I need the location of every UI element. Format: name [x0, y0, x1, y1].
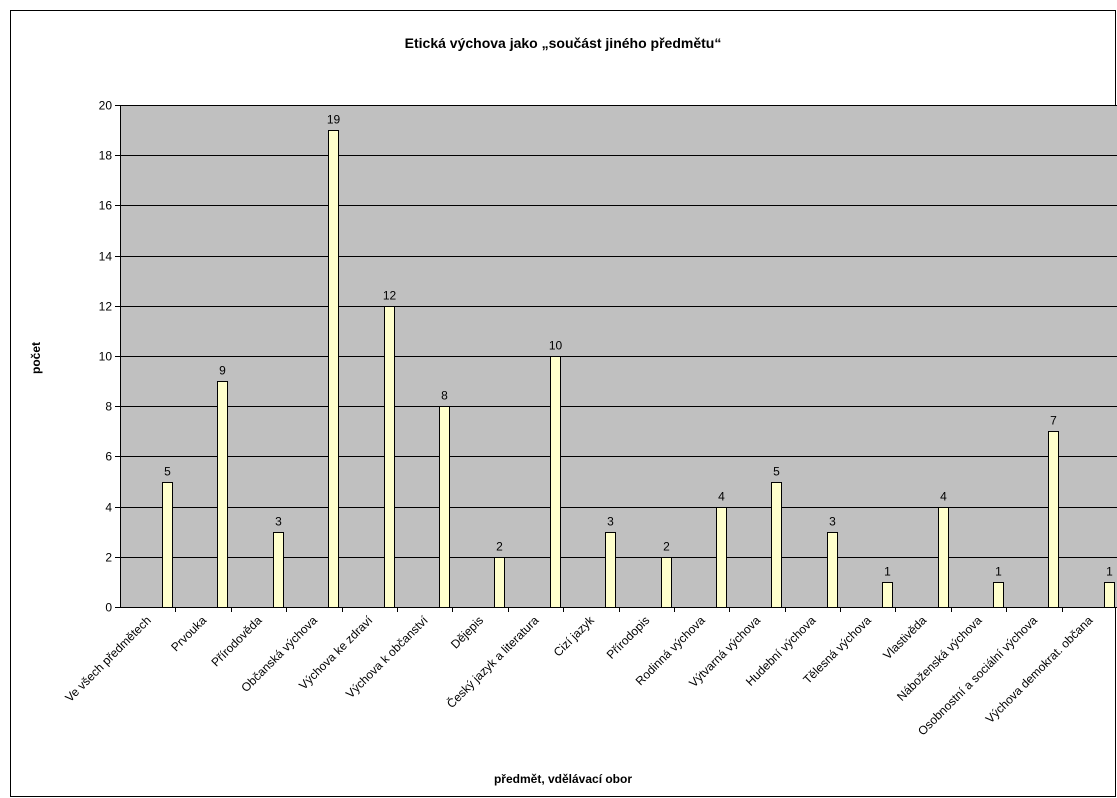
data-label: 10 [549, 339, 563, 353]
y-tick-label: 8 [105, 400, 112, 414]
data-label: 19 [327, 113, 341, 127]
data-label: 9 [219, 364, 226, 378]
y-tick-label: 0 [105, 601, 112, 615]
bar [827, 532, 838, 608]
bar [1048, 431, 1059, 608]
data-label: 3 [275, 515, 282, 529]
data-label: 4 [718, 490, 725, 504]
y-tick-label: 2 [105, 551, 112, 565]
chart-title: Etická výchova jako „součást jiného před… [405, 35, 722, 51]
bar [882, 582, 893, 608]
bar [550, 356, 561, 608]
y-tick-label: 4 [105, 501, 112, 515]
data-label: 7 [1050, 414, 1057, 428]
data-label: 2 [663, 540, 670, 554]
bar [494, 557, 505, 608]
y-tick-label: 20 [99, 99, 113, 113]
data-label: 3 [607, 515, 614, 529]
bar [661, 557, 672, 608]
bar [439, 406, 450, 608]
y-tick-label: 14 [99, 250, 113, 264]
data-label: 5 [773, 465, 780, 479]
bars [162, 130, 1115, 608]
data-label: 4 [940, 490, 947, 504]
data-label: 8 [441, 389, 448, 403]
data-label: 1 [884, 565, 891, 579]
data-label: 5 [164, 465, 171, 479]
bar [938, 507, 949, 608]
y-tick-label: 16 [99, 199, 113, 213]
y-tick-label: 18 [99, 149, 113, 163]
bar [716, 507, 727, 608]
data-label: 1 [995, 565, 1002, 579]
y-axis-title: počet [29, 342, 43, 374]
data-label: 3 [829, 515, 836, 529]
y-tick-label: 6 [105, 450, 112, 464]
data-label: 12 [383, 289, 397, 303]
y-tick-label: 12 [99, 300, 113, 314]
bar [328, 130, 339, 608]
bar [1104, 582, 1115, 608]
data-labels: 5 9 3 19 12 8 2 10 3 2 4 5 3 1 4 1 7 1 [164, 113, 1113, 579]
bar [162, 482, 173, 608]
plot-area [120, 105, 1117, 608]
bar [771, 482, 782, 608]
bar [605, 532, 616, 608]
y-tick-label: 10 [99, 350, 113, 364]
bar [217, 381, 228, 608]
data-label: 2 [496, 540, 503, 554]
bar [993, 582, 1004, 608]
bar [384, 306, 395, 608]
data-label: 1 [1106, 565, 1113, 579]
x-axis-title: předmět, vdělávací obor [494, 772, 632, 786]
bar [273, 532, 284, 608]
y-axis-ticks: 0 2 4 6 8 10 12 14 16 18 20 [99, 99, 120, 615]
